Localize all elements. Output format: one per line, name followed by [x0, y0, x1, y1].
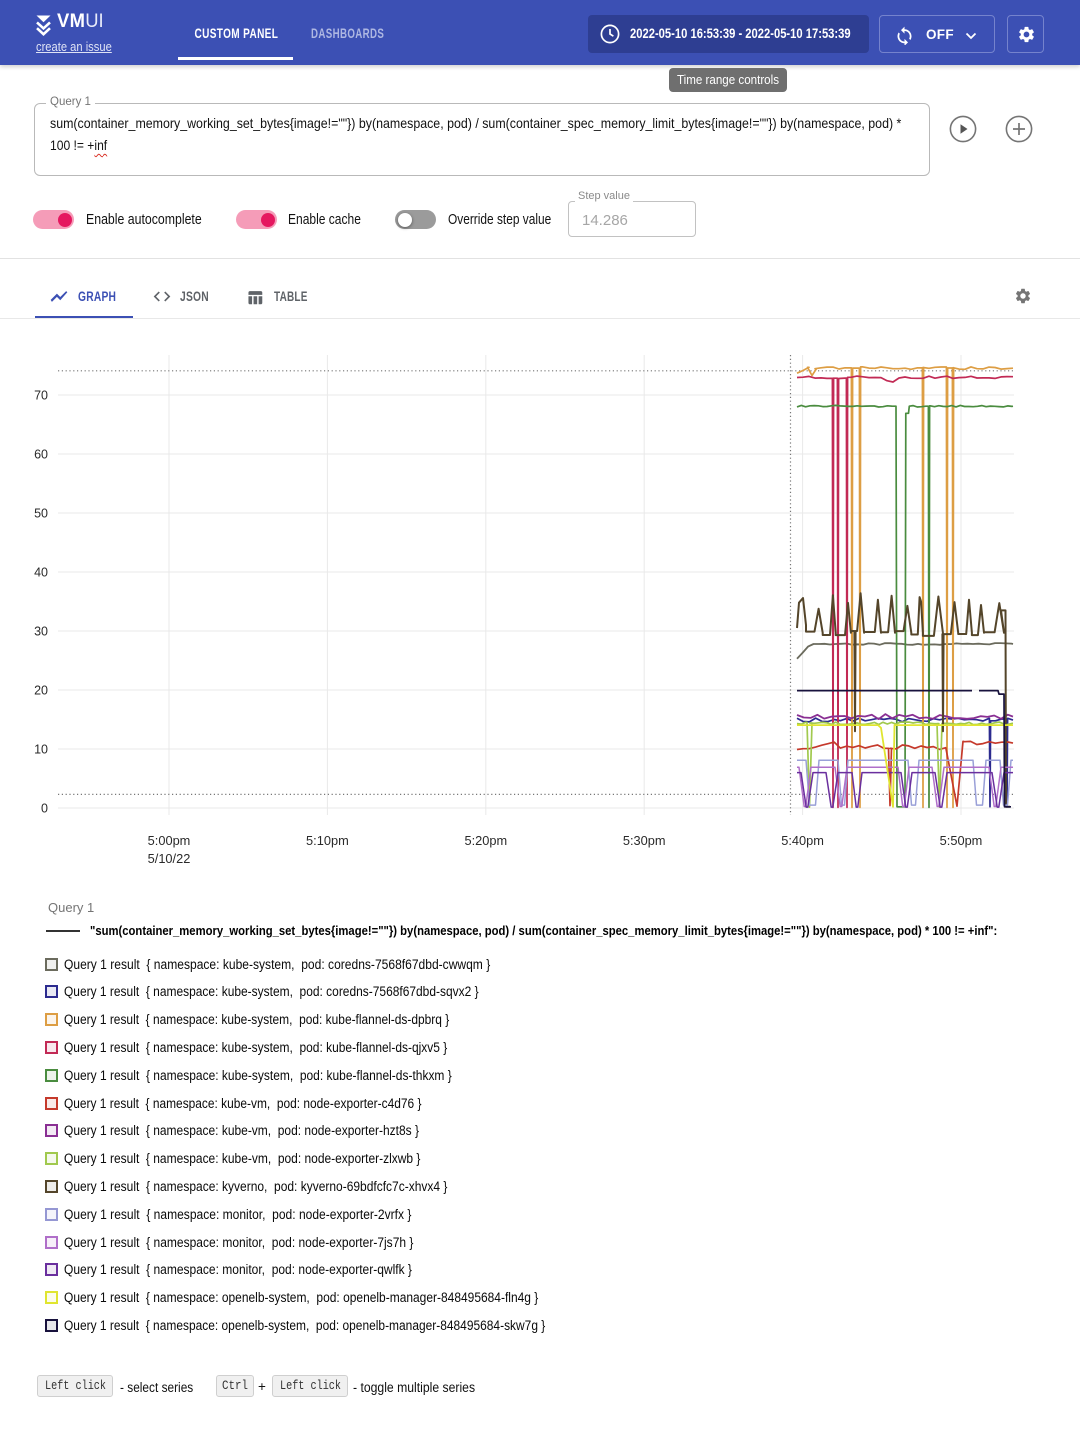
svg-text:5:20pm: 5:20pm	[464, 833, 507, 848]
svg-text:0: 0	[41, 802, 48, 816]
svg-text:10: 10	[34, 743, 48, 757]
svg-text:5:40pm: 5:40pm	[781, 833, 824, 848]
svg-text:5:30pm: 5:30pm	[623, 833, 666, 848]
svg-text:40: 40	[34, 566, 48, 580]
svg-text:60: 60	[34, 448, 48, 462]
svg-text:70: 70	[34, 389, 48, 403]
svg-text:5/10/22: 5/10/22	[148, 851, 191, 866]
svg-text:5:50pm: 5:50pm	[940, 833, 983, 848]
svg-text:50: 50	[34, 507, 48, 521]
svg-text:20: 20	[34, 684, 48, 698]
svg-text:30: 30	[34, 625, 48, 639]
svg-text:5:10pm: 5:10pm	[306, 833, 349, 848]
svg-text:5:00pm: 5:00pm	[148, 833, 191, 848]
